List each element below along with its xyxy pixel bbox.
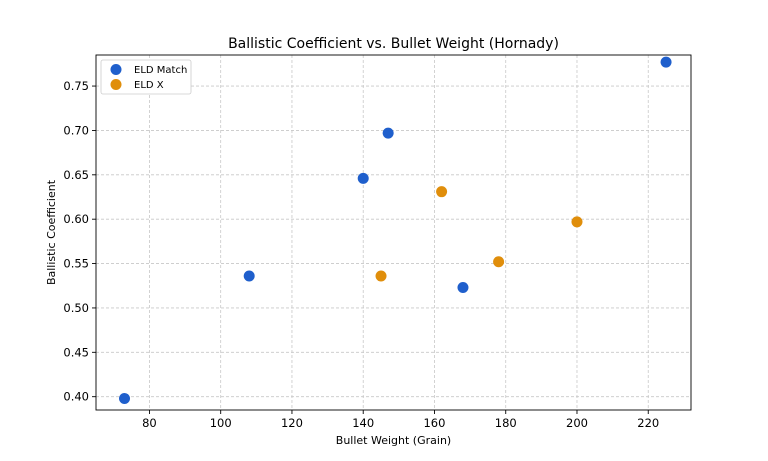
data-point-eld-x (375, 270, 387, 282)
legend-label-eld-match: ELD Match (134, 65, 187, 76)
data-point-eld-match (357, 172, 369, 184)
data-point-eld-match (382, 127, 394, 139)
legend-label-eld-x: ELD X (134, 80, 164, 91)
y-tick-label: 0.45 (63, 345, 89, 359)
ticks-layer: 80 100 120 140 160 180 200 220 0.40 0.45 0.50 0.55 0… (63, 79, 659, 430)
data-point-eld-match (660, 56, 672, 68)
y-tick-label: 0.75 (63, 79, 89, 93)
chart-title: Ballistic Coefficient vs. Bullet Weight … (228, 36, 559, 52)
x-tick-label: 220 (637, 416, 659, 430)
x-axis-label: Bullet Weight (Grain) (336, 434, 451, 447)
x-tick-label: 120 (281, 416, 303, 430)
points-layer (119, 56, 672, 404)
x-tick-label: 200 (566, 416, 588, 430)
data-point-eld-match (119, 392, 131, 404)
data-point-eld-match (457, 282, 469, 294)
y-axis-label: Ballistic Coefficient (45, 179, 58, 285)
data-point-eld-x (571, 216, 583, 228)
plot-frame (95, 54, 692, 411)
legend-marker-eld-x (110, 79, 122, 90)
data-point-eld-match (243, 270, 255, 282)
legend-marker-eld-match (110, 64, 122, 75)
data-point-eld-x (436, 186, 448, 198)
y-tick-label: 0.55 (63, 257, 89, 271)
grid-layer (96, 55, 691, 410)
x-tick-label: 160 (423, 416, 445, 430)
x-tick-label: 180 (495, 416, 517, 430)
y-tick-label: 0.40 (63, 390, 89, 404)
y-tick-label: 0.70 (63, 123, 89, 137)
y-tick-label: 0.60 (63, 212, 89, 226)
legend-box (100, 59, 192, 95)
y-tick-label: 0.50 (63, 301, 89, 315)
y-tick-label: 0.65 (63, 168, 89, 182)
legend: ELD Match ELD X (100, 59, 192, 95)
data-point-eld-x (493, 256, 505, 268)
x-tick-label: 80 (142, 416, 157, 430)
x-tick-label: 100 (210, 416, 232, 430)
x-tick-label: 140 (352, 416, 374, 430)
